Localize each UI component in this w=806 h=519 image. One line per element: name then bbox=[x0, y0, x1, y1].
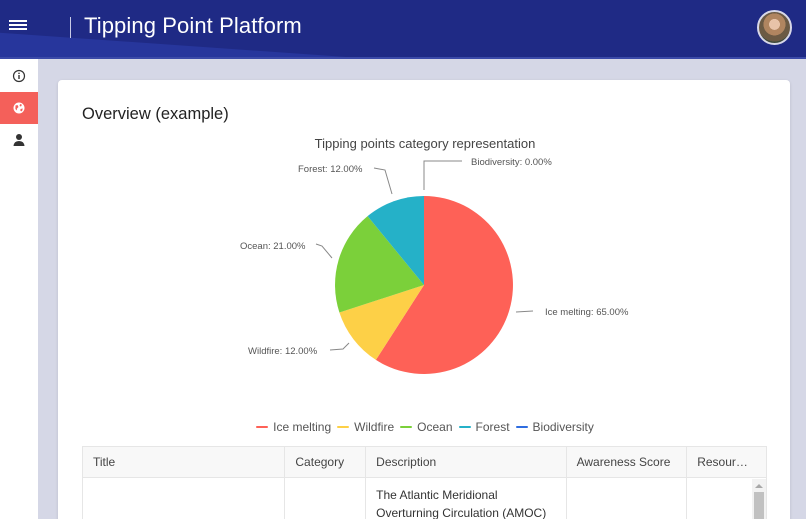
legend-label: Wildfire bbox=[354, 420, 395, 434]
cell-title bbox=[83, 478, 286, 519]
leader-line-wildfire bbox=[329, 342, 350, 351]
chart-title: Tipping points category representation bbox=[314, 136, 536, 151]
cell-awareness-score bbox=[567, 478, 688, 519]
legend-swatch bbox=[256, 425, 269, 429]
scroll-up-arrow-icon[interactable] bbox=[755, 484, 763, 488]
column-header-awareness-score[interactable]: Awareness Score bbox=[567, 447, 688, 477]
cell-category bbox=[285, 478, 367, 519]
scrollbar-thumb[interactable] bbox=[754, 492, 764, 519]
table-row[interactable]: The Atlantic Meridional Overturning Circ… bbox=[83, 478, 766, 519]
legend-item-biodiversity[interactable]: Biodiversity bbox=[515, 420, 594, 434]
user-icon bbox=[13, 134, 25, 146]
label-ice-melting: Ice melting: 65.00% bbox=[545, 307, 629, 318]
legend-swatch bbox=[458, 425, 471, 429]
legend-item-forest[interactable]: Forest bbox=[458, 420, 510, 434]
label-ocean: Ocean: 21.00% bbox=[240, 241, 306, 252]
legend-swatch bbox=[515, 425, 528, 429]
table-header: Title Category Description Awareness Sco… bbox=[83, 447, 766, 478]
header-divider bbox=[70, 17, 71, 38]
table-scrollbar[interactable] bbox=[752, 479, 766, 519]
legend-item-ice-melting[interactable]: Ice melting bbox=[256, 420, 331, 434]
legend-item-wildfire[interactable]: Wildfire bbox=[337, 420, 394, 434]
cell-description: The Atlantic Meridional Overturning Circ… bbox=[366, 478, 567, 519]
pie-slice-forest[interactable] bbox=[367, 195, 424, 285]
sidebar bbox=[0, 59, 38, 519]
pie-chart: Biodiversity: 0.00% Forest: 12.00% Ocean… bbox=[240, 157, 629, 374]
column-header-title[interactable]: Title bbox=[83, 447, 286, 477]
legend-label: Biodiversity bbox=[532, 420, 594, 434]
legend-swatch bbox=[337, 425, 350, 429]
tipping-points-table: Title Category Description Awareness Sco… bbox=[82, 446, 767, 519]
leader-line-forest bbox=[373, 167, 393, 195]
legend-label: Ice melting bbox=[273, 420, 332, 434]
label-forest: Forest: 12.00% bbox=[298, 164, 363, 175]
sidebar-item-globe[interactable] bbox=[0, 92, 38, 124]
overview-card: Overview (example) Tipping points catego… bbox=[58, 80, 790, 519]
sidebar-item-info[interactable] bbox=[0, 60, 38, 92]
info-icon bbox=[12, 69, 26, 83]
app-header: Tipping Point Platform bbox=[0, 0, 806, 59]
chart-legend: Ice melting Wildfire Ocean Forest Biodiv… bbox=[58, 420, 790, 434]
user-avatar[interactable] bbox=[757, 10, 792, 45]
pie-slice-ocean[interactable] bbox=[335, 216, 424, 313]
pie-slice-ice-melting[interactable] bbox=[375, 196, 513, 374]
pie-slice-wildfire[interactable] bbox=[339, 285, 424, 360]
sidebar-item-user[interactable] bbox=[0, 124, 38, 156]
column-header-category[interactable]: Category bbox=[285, 447, 367, 477]
card-title: Overview (example) bbox=[82, 105, 229, 123]
globe-icon bbox=[13, 102, 25, 114]
label-biodiversity: Biodiversity: 0.00% bbox=[471, 157, 552, 168]
leader-line-ocean bbox=[315, 243, 333, 259]
legend-label: Forest bbox=[475, 420, 510, 434]
legend-label: Ocean bbox=[417, 420, 453, 434]
legend-item-ocean[interactable]: Ocean bbox=[400, 420, 453, 434]
leader-line-ice-melting bbox=[515, 310, 534, 313]
app-title: Tipping Point Platform bbox=[84, 13, 302, 38]
leader-line-biodiversity bbox=[423, 160, 462, 190]
column-header-description[interactable]: Description bbox=[366, 447, 567, 477]
column-header-resources[interactable]: Resour… bbox=[697, 455, 748, 469]
legend-swatch bbox=[400, 425, 413, 429]
label-wildfire: Wildfire: 12.00% bbox=[248, 346, 318, 357]
hamburger-menu-icon[interactable] bbox=[9, 20, 27, 34]
header-bottom-line bbox=[0, 57, 806, 59]
